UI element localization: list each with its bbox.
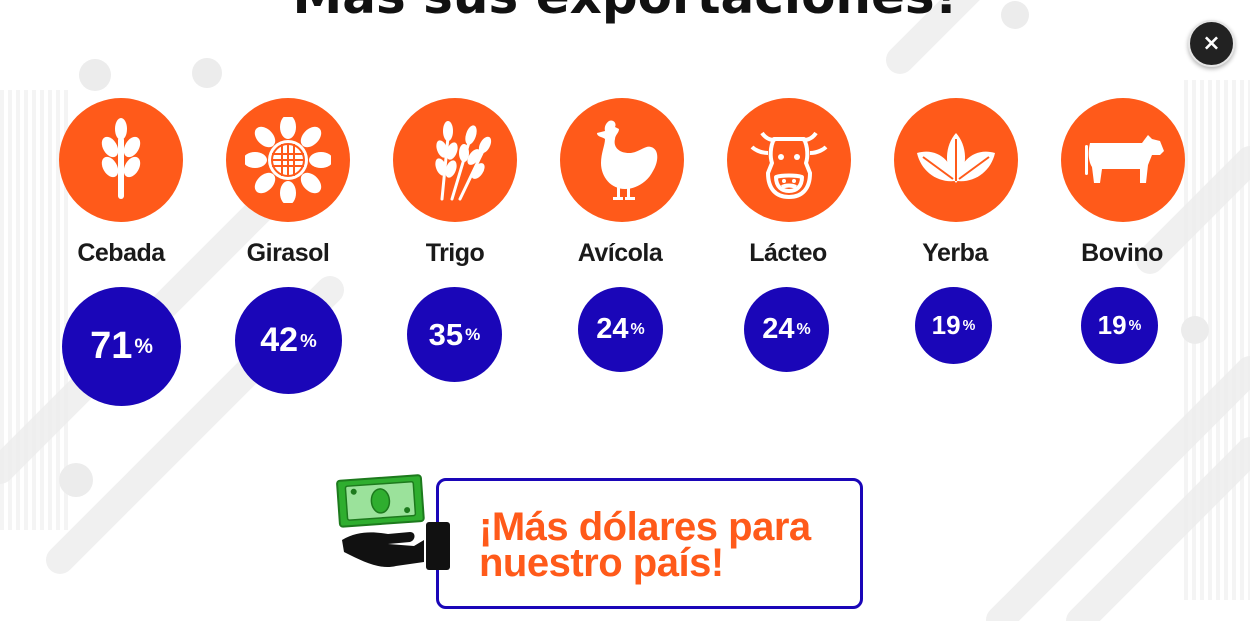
percent-symbol: %	[134, 334, 153, 358]
banner-text: ¡Más dólares para nuestro país!	[479, 505, 849, 585]
percent-badge: 42%	[235, 287, 342, 394]
page-title: Más sus exportaciones!	[0, 0, 1250, 26]
leaves-icon	[894, 98, 1018, 222]
close-button[interactable]: ×	[1188, 20, 1235, 67]
percent-value: 19	[1097, 310, 1127, 340]
percent-symbol: %	[630, 320, 645, 338]
percent-symbol: %	[796, 320, 811, 338]
product-label: Trigo	[425, 239, 485, 267]
product-label: Bovino	[1081, 239, 1163, 267]
percent-badge: 24%	[578, 287, 663, 372]
percent-value: 24	[762, 313, 795, 345]
banner-line-2: nuestro país!	[479, 541, 724, 585]
product-label: Lácteo	[749, 239, 827, 267]
sunflower-icon	[226, 98, 350, 222]
percent-symbol: %	[300, 329, 317, 351]
cow-face-icon	[727, 98, 851, 222]
product-label: Cebada	[77, 239, 165, 267]
percent-badge: 24%	[744, 287, 829, 372]
barley-icon	[59, 98, 183, 222]
percent-value: 24	[596, 313, 629, 345]
percent-value: 35	[428, 316, 464, 352]
percent-badge: 71%	[62, 287, 181, 406]
percent-symbol: %	[962, 317, 976, 334]
product-label: Girasol	[246, 239, 330, 267]
product-label: Avícola	[577, 239, 663, 267]
banner-box: ¡Más dólares para nuestro país!	[436, 478, 863, 609]
percent-value: 19	[931, 310, 961, 340]
money-hand-icon	[336, 474, 450, 570]
cattle-icon	[1061, 98, 1185, 222]
percent-symbol: %	[465, 324, 481, 344]
product-label: Yerba	[922, 239, 988, 267]
wheat-icon	[393, 98, 517, 222]
chicken-icon	[560, 98, 684, 222]
percent-value: 42	[260, 321, 299, 359]
percent-value: 71	[90, 325, 133, 367]
percent-badge: 35%	[407, 287, 502, 382]
percent-badge: 19%	[1081, 287, 1158, 364]
percent-symbol: %	[1128, 317, 1142, 334]
close-icon: ×	[1202, 31, 1221, 56]
banner-line-1: ¡Más dólares para	[479, 505, 811, 549]
percent-badge: 19%	[915, 287, 992, 364]
